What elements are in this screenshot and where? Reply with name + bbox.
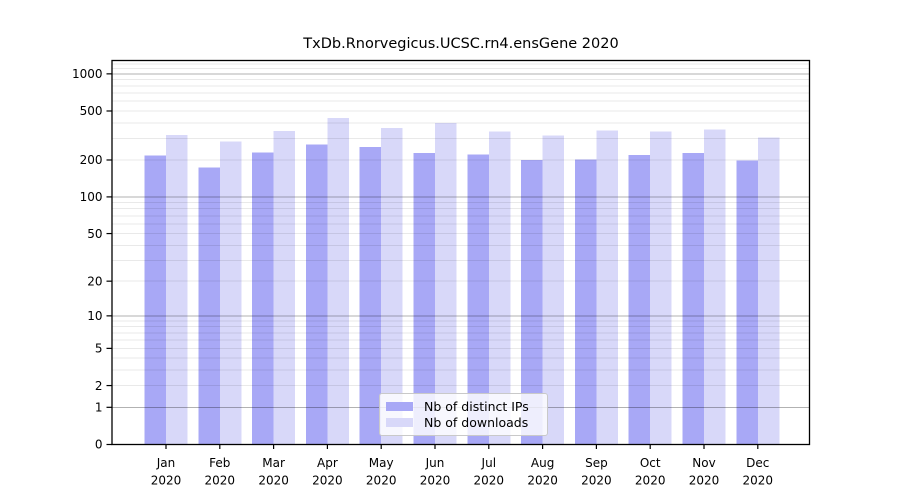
x-tick-label: May 2020 xyxy=(366,456,397,488)
bar-downloads-oct xyxy=(650,131,672,445)
y-tick-label: 1 xyxy=(95,401,103,415)
x-tick-label: Feb 2020 xyxy=(205,456,236,488)
plot-border xyxy=(111,59,811,446)
bar-ips-jun xyxy=(413,153,435,445)
bar-ips-oct xyxy=(628,155,651,445)
x-tick-label: Aug 2020 xyxy=(527,456,558,488)
bar-downloads-nov xyxy=(704,129,726,445)
x-tick-label: Mar 2020 xyxy=(258,456,289,488)
x-tick-label: Jan 2020 xyxy=(151,456,182,488)
y-tick-label: 20 xyxy=(87,274,102,288)
legend: Nb of distinct IPs Nb of downloads xyxy=(379,393,548,436)
bar-downloads-mar xyxy=(273,130,296,445)
bar-downloads-sep xyxy=(596,130,618,445)
y-tick-label: 500 xyxy=(80,104,103,118)
bar-downloads-jul xyxy=(488,131,511,445)
y-tick-label: 2 xyxy=(95,379,103,393)
bar-downloads-aug xyxy=(542,135,565,445)
bar-downloads-feb xyxy=(219,141,242,445)
bar-ips-nov xyxy=(682,152,704,445)
x-tick-label: Apr 2020 xyxy=(312,456,343,488)
bar-ips-feb xyxy=(198,167,220,445)
legend-row-distinct-ips: Nb of distinct IPs xyxy=(386,398,539,414)
y-tick-label: 200 xyxy=(80,153,103,167)
bar-downloads-jan xyxy=(166,135,188,445)
legend-row-downloads: Nb of downloads xyxy=(386,415,539,431)
y-tick-label: 50 xyxy=(87,227,102,241)
x-tick-label: Nov 2020 xyxy=(689,456,720,488)
x-tick-label: Oct 2020 xyxy=(635,456,666,488)
y-tick-label: 5 xyxy=(95,342,103,356)
bar-ips-jul xyxy=(467,154,489,445)
bar-downloads-may xyxy=(381,127,403,445)
x-tick-label: Sep 2020 xyxy=(581,456,612,488)
bar-ips-jan xyxy=(144,155,166,445)
bar-ips-mar xyxy=(252,152,274,445)
x-tick-label: Jul 2020 xyxy=(474,456,505,488)
y-tick-label: 100 xyxy=(80,190,103,204)
y-tick-label: 1000 xyxy=(72,67,103,81)
bar-ips-aug xyxy=(521,159,543,445)
y-tick-label: 10 xyxy=(87,309,102,323)
bar-downloads-dec xyxy=(757,137,780,445)
bar-downloads-apr xyxy=(327,117,349,445)
legend-swatch-downloads xyxy=(386,418,413,428)
legend-label-distinct-ips: Nb of distinct IPs xyxy=(424,398,529,414)
bar-ips-sep xyxy=(574,159,597,445)
legend-swatch-distinct-ips xyxy=(386,401,413,411)
x-tick-label: Dec 2020 xyxy=(743,456,774,488)
legend-label-downloads: Nb of downloads xyxy=(424,415,529,431)
y-tick-label: 0 xyxy=(95,438,103,452)
bar-ips-dec xyxy=(736,160,758,445)
bar-ips-apr xyxy=(305,144,328,445)
bar-downloads-jun xyxy=(435,122,457,445)
bar-ips-may xyxy=(359,147,382,445)
chart-title: TxDb.Rnorvegicus.UCSC.rn4.ensGene 2020 xyxy=(303,36,619,52)
x-tick-label: Jun 2020 xyxy=(420,456,451,488)
